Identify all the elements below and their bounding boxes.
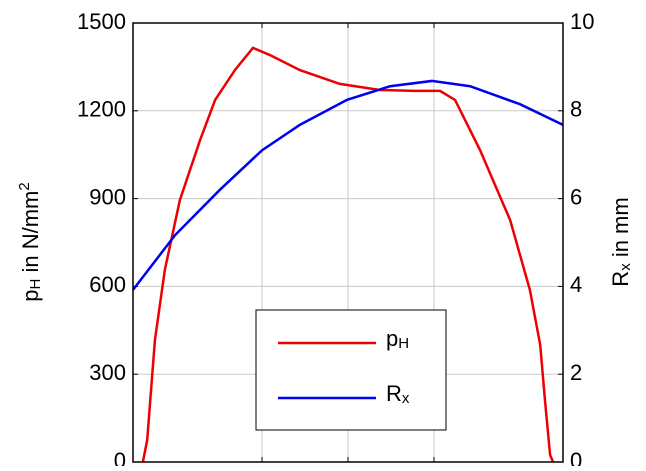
y-tick-label: 300 [89,360,126,385]
legend-box [255,309,447,431]
y2-tick-label: 0 [570,448,582,466]
y2-tick-label: 10 [570,9,594,34]
y2-tick-label: 6 [570,184,582,209]
y2-tick-label: 8 [570,97,582,122]
data-line [132,79,564,291]
y-tick-label: 0 [114,448,126,466]
y-tick-label: 600 [89,272,126,297]
y2-tick-label: 2 [570,360,582,385]
y-tick-label: 1200 [77,97,126,122]
y2-tick-label: 4 [570,272,582,297]
data-line [141,46,555,463]
y-axis-label: pH in N/mm2 [16,182,44,301]
y-tick-label: 1500 [77,9,126,34]
y2-axis-label: Rx in mm [608,197,635,286]
y-tick-label: 900 [89,184,126,209]
plot-frame [132,22,564,463]
legend-label: pH [386,326,409,353]
legend-label: Rx [386,381,410,408]
